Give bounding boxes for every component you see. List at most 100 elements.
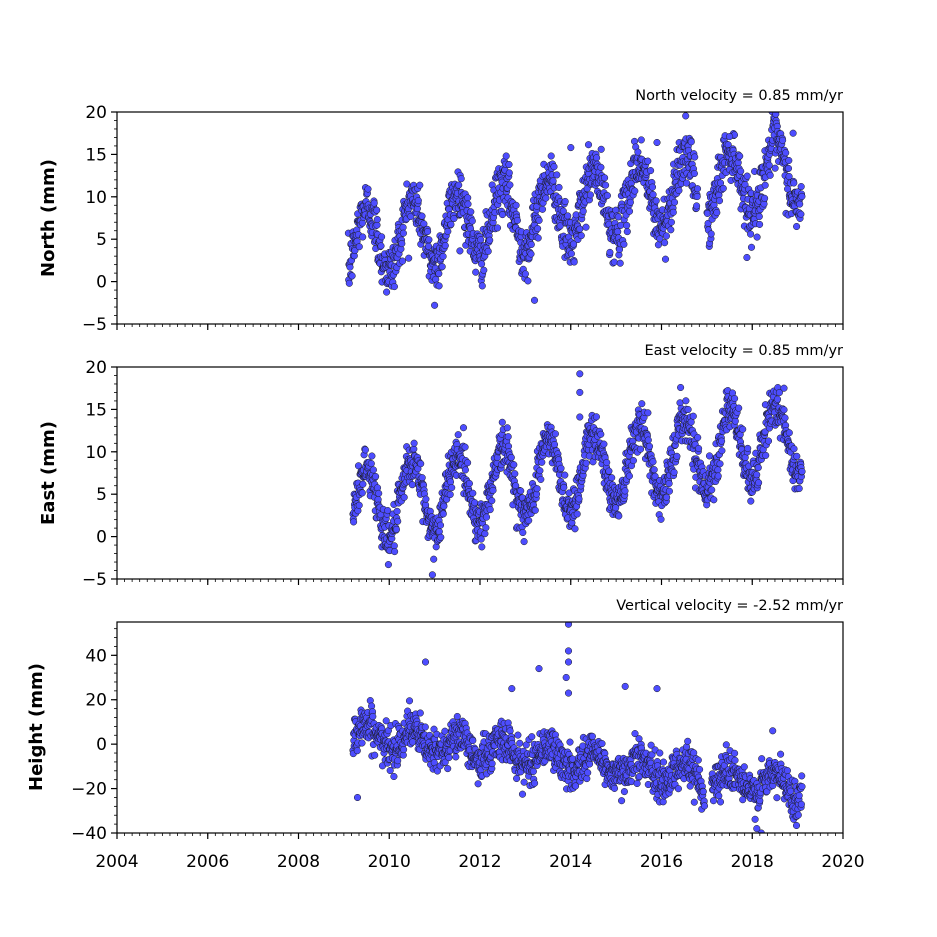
east-point [384, 561, 392, 569]
north-point [626, 198, 634, 206]
east-outlier-point [780, 384, 788, 392]
east-point [498, 418, 506, 426]
north-point [690, 169, 698, 178]
north-point [682, 112, 690, 120]
north-point [667, 226, 675, 234]
height-outlier-point [564, 658, 573, 666]
east-point [731, 417, 739, 425]
east-point [560, 483, 568, 491]
north-point [561, 197, 569, 206]
east-point [695, 444, 703, 453]
height-point [722, 741, 730, 749]
east-point [597, 430, 605, 438]
north-point [547, 152, 555, 160]
east-point [582, 459, 590, 467]
north-point [570, 240, 578, 248]
north-point [439, 252, 447, 260]
north-point [512, 201, 520, 209]
east-ytick-label: 15 [85, 400, 107, 420]
north-point [707, 230, 715, 238]
north-point [420, 220, 428, 228]
north-point [597, 145, 605, 153]
height-point [382, 717, 390, 725]
north-point [425, 236, 433, 244]
east-point [684, 405, 692, 414]
height-point [405, 697, 414, 705]
north-point [793, 222, 801, 231]
north-point [498, 211, 507, 219]
north-point [693, 185, 702, 193]
north-point [631, 187, 639, 195]
north-point [559, 207, 567, 215]
north-point [614, 213, 622, 221]
height-outlier-point [621, 682, 629, 690]
east-point [511, 470, 519, 478]
north-point [737, 167, 745, 175]
xtick-label-2020: 2020 [821, 852, 864, 872]
height-point [421, 723, 429, 731]
east-ytick-label: 0 [96, 528, 107, 548]
north-point [355, 243, 363, 251]
height-point [783, 767, 791, 775]
north-outlier-point [726, 133, 734, 141]
height-point [773, 794, 781, 802]
height-point [751, 815, 759, 823]
east-point [477, 535, 485, 543]
east-point [531, 506, 539, 514]
north-point [486, 236, 494, 244]
xtick-label-2016: 2016 [640, 852, 683, 872]
north-point [468, 217, 476, 225]
north-point [390, 283, 398, 291]
north-point [761, 194, 769, 202]
north-point [441, 242, 449, 250]
height-point [369, 712, 377, 721]
east-point [744, 444, 752, 452]
height-point [798, 783, 806, 791]
height-point [699, 788, 707, 796]
east-point [739, 425, 747, 433]
height-ytick-label: 40 [85, 646, 107, 666]
height-outlier-point [353, 793, 362, 802]
height-point [584, 769, 592, 777]
height-point [400, 746, 408, 754]
north-outlier-point [567, 144, 575, 152]
xtick-label-2010: 2010 [368, 852, 411, 872]
north-point [521, 270, 529, 278]
north-point [579, 207, 587, 215]
north-point [399, 229, 407, 237]
east-velocity-annotation: East velocity = 0.85 mm/yr [644, 343, 843, 359]
east-point [657, 515, 665, 523]
north-point [771, 164, 779, 172]
height-point [598, 740, 606, 748]
east-point [644, 436, 652, 444]
north-point [593, 154, 601, 162]
north-point [691, 153, 699, 161]
east-point [464, 459, 472, 467]
north-point [719, 184, 727, 192]
east-point [600, 440, 608, 448]
height-point [656, 749, 664, 757]
north-point [766, 171, 774, 179]
north-point [493, 224, 502, 232]
east-point [519, 528, 527, 537]
east-point [525, 516, 533, 525]
east-point [507, 453, 515, 462]
height-panel: −40 −20 0 20 40 Vertical velocity = -2.52 mm… [26, 598, 844, 844]
east-point [439, 510, 447, 518]
north-point [625, 207, 634, 215]
north-point [542, 194, 550, 202]
height-point [469, 736, 477, 745]
height-point [794, 811, 802, 819]
height-point [358, 739, 366, 747]
xtick-label-2014: 2014 [549, 852, 592, 872]
height-point [520, 778, 528, 786]
north-point [693, 202, 701, 210]
north-point [505, 169, 513, 177]
height-outlier-point [535, 665, 543, 673]
height-point [610, 784, 619, 792]
north-point [405, 254, 413, 262]
east-point [400, 493, 408, 501]
north-point [480, 266, 488, 274]
east-point [603, 458, 611, 467]
north-point [798, 192, 806, 200]
